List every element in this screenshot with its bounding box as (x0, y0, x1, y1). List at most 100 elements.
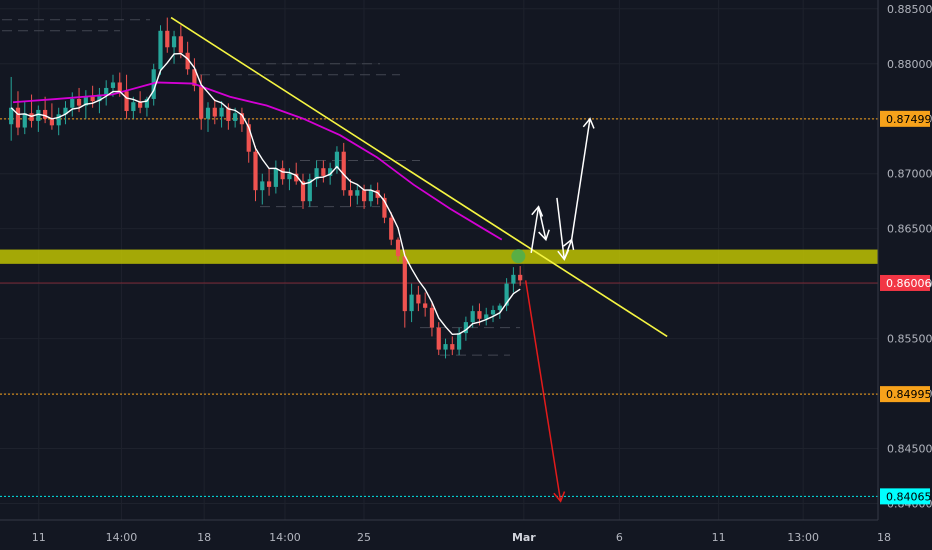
candle-body (490, 310, 496, 315)
candle-body (294, 173, 299, 182)
y-tick-label: 0.85500 (887, 333, 932, 346)
arrow-head (557, 249, 570, 261)
candle-body (463, 322, 468, 334)
candle-body (456, 333, 462, 350)
candle-body (144, 98, 150, 108)
x-axis-panel[interactable] (0, 520, 932, 550)
candle-body (395, 239, 401, 257)
x-tick-label: 6 (616, 531, 623, 544)
candle-body (375, 190, 380, 198)
candle-body (63, 107, 68, 115)
red-projection-arrow (524, 280, 562, 502)
candle-body (178, 36, 183, 53)
y-tick-label: 0.88500 (887, 3, 932, 16)
candle-body (436, 327, 441, 350)
arrow-head (582, 117, 595, 129)
x-tick-label: 18 (197, 531, 211, 544)
price-tag-label: 0.84995 (886, 388, 932, 401)
x-tick-label: 11 (32, 531, 46, 544)
candle-body (43, 109, 48, 119)
candle-body (83, 96, 88, 106)
candle-body (192, 69, 197, 86)
x-tick-label: 14:00 (106, 531, 138, 544)
candle-body (266, 181, 272, 187)
candle-body (205, 107, 211, 119)
candle-body (504, 283, 509, 306)
candle-body (477, 311, 482, 319)
candle-body (131, 102, 136, 112)
white-projection-arrow (556, 118, 591, 260)
candle-body (307, 179, 312, 202)
price-tag (880, 274, 930, 291)
x-tick-label: 11 (712, 531, 726, 544)
x-tick-label: 25 (357, 531, 371, 544)
candle-body (334, 151, 340, 169)
price-tag (880, 110, 930, 127)
candle-body (314, 168, 319, 180)
candle-body (511, 274, 516, 284)
arrow-head (553, 491, 566, 503)
horizontal-lines (0, 118, 878, 497)
candle-body (104, 87, 109, 95)
trendline[interactable] (170, 16, 668, 338)
candle-body (212, 107, 217, 117)
candle-body (185, 52, 190, 70)
candle-body (361, 190, 367, 202)
candle-body (450, 344, 455, 350)
candle-body (443, 344, 448, 350)
arrow-head (562, 238, 575, 251)
candle-body (233, 113, 238, 121)
support-zone[interactable] (0, 249, 878, 264)
price-tag (880, 488, 930, 505)
candle-body (90, 96, 95, 102)
candle-body (382, 197, 387, 218)
candle-body (253, 151, 258, 191)
y-tick-label: 0.84500 (887, 443, 932, 456)
x-tick-label: 13:00 (787, 531, 819, 544)
candle-body (9, 107, 14, 125)
candle-body (484, 314, 489, 319)
ema-fast-line (10, 52, 521, 336)
candle-body (124, 91, 129, 112)
candle-body (219, 107, 224, 117)
arrow-head (531, 205, 544, 217)
arrow-head (538, 229, 550, 242)
candle-body (239, 113, 245, 125)
candle-body (138, 102, 143, 108)
candle-body (402, 256, 407, 312)
candle-body (328, 168, 333, 176)
candle-body (97, 94, 102, 102)
candle-body (70, 98, 75, 108)
candle-body (49, 118, 55, 126)
candle-body (110, 82, 116, 88)
candle-body (273, 168, 278, 187)
candle-body (280, 168, 285, 180)
candle-body (409, 294, 414, 312)
y-tick-label: 0.86500 (887, 223, 932, 236)
candle-body (368, 190, 373, 202)
candle-body (300, 181, 306, 202)
x-tick-label: 14:00 (269, 531, 301, 544)
candle-body (429, 307, 435, 328)
candle-body (518, 274, 523, 281)
projection-arrows[interactable] (524, 117, 595, 503)
price-tag-label: 0.86006 (886, 277, 932, 290)
price-tags: 0.87499 0.86006 0.84995 0.84065 (880, 110, 932, 505)
candle-body (497, 305, 502, 311)
candle-body (260, 181, 265, 191)
candle-body (36, 109, 41, 121)
candle-body (246, 124, 251, 152)
candle-body (348, 190, 353, 196)
sma-slow-line (12, 81, 503, 241)
touch-point-marker (511, 249, 526, 264)
resistance-dashes (2, 19, 520, 356)
candle-body (158, 30, 163, 70)
candle-body (321, 168, 326, 176)
candle-body (226, 107, 231, 121)
candle-body (470, 311, 475, 323)
y-axis-panel[interactable] (878, 0, 932, 520)
candle-body (29, 113, 34, 121)
x-axis-ticks: 11 14:00 18 14:00 25 Mar 6 11 13:00 18 (32, 531, 891, 544)
